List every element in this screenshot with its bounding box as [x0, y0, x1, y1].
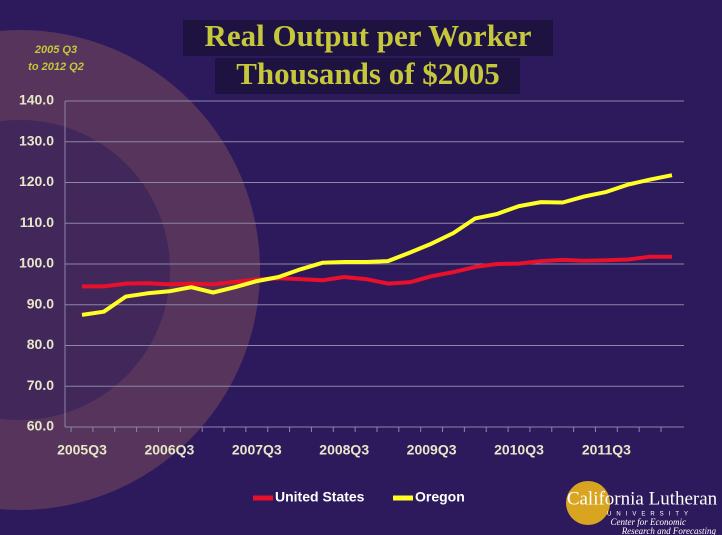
series-line: [81, 173, 673, 317]
x-tick-label: 2007Q3: [232, 442, 282, 458]
legend-label: Oregon: [415, 489, 465, 505]
y-tick-label: 130.0: [19, 132, 54, 148]
x-tick-label: 2006Q3: [144, 442, 194, 458]
logo: California Lutheran UNIVERSITY Center fo…: [566, 481, 718, 535]
x-tick-label: 2011Q3: [582, 442, 631, 458]
y-tick-label: 140.0: [19, 92, 54, 108]
logo-name: California Lutheran: [567, 488, 718, 509]
series-line: [82, 254, 672, 289]
x-tick-label: 2009Q3: [407, 442, 457, 458]
title-box: [183, 20, 553, 56]
x-tick-label: 2005Q3: [57, 442, 107, 458]
chart-title: Real Output per Worker: [205, 18, 532, 53]
x-tick-label: 2010Q3: [494, 442, 544, 458]
y-tick-label: 120.0: [19, 173, 54, 189]
annotation: to 2012 Q2: [28, 61, 84, 73]
y-tick-label: 80.0: [27, 336, 54, 352]
y-tick-label: 100.0: [19, 255, 54, 271]
x-tick-label: 2008Q3: [319, 442, 369, 458]
y-tick-label: 60.0: [27, 418, 54, 434]
subtitle-box: [215, 58, 520, 94]
logo-center: Center for Economic: [611, 517, 687, 527]
y-tick-label: 90.0: [27, 295, 54, 311]
y-tick-label: 70.0: [27, 377, 54, 393]
logo-sub: UNIVERSITY: [607, 512, 693, 518]
y-tick-label: 110.0: [20, 214, 54, 230]
logo-sun: [566, 481, 610, 525]
legend-label: United States: [275, 489, 365, 505]
sunburst-inner: [0, 120, 170, 420]
annotation: 2005 Q3: [34, 44, 77, 56]
chart-subtitle: Thousands of $2005: [236, 56, 500, 91]
logo-center: Research and Forecasting: [621, 526, 717, 535]
